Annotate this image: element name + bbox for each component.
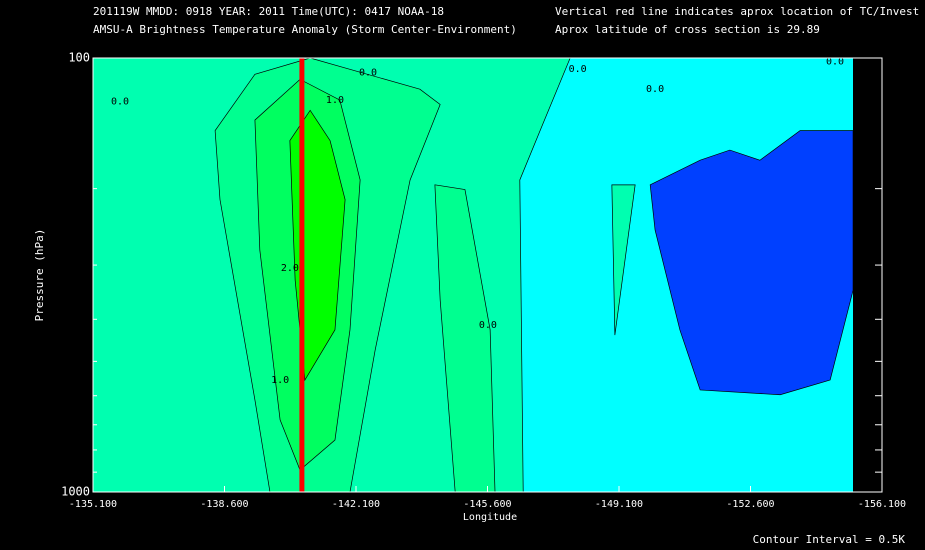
x-tick-label: -138.600 (200, 499, 248, 510)
x-tick-label: -149.100 (595, 499, 643, 510)
note-line: Vertical red line indicates aprox locati… (555, 5, 919, 18)
note-line: Aprox latitude of cross section is 29.89 (555, 23, 820, 36)
contour-label: 0.0 (569, 64, 587, 75)
x-tick-label: -142.100 (332, 499, 380, 510)
contour-label: 0.0 (826, 57, 844, 68)
y-tick-label: 1000 (61, 485, 90, 499)
contour-region (649, 130, 854, 396)
x-tick-label: -152.600 (726, 499, 774, 510)
footer: Contour Interval = 0.5K (753, 533, 906, 546)
contour-label: 0.0 (111, 97, 129, 108)
contour-label: 0.0 (646, 84, 664, 95)
x-tick-label: -145.600 (463, 499, 511, 510)
contour-label: 1.0 (326, 95, 344, 106)
contour-label: 0.0 (359, 68, 377, 79)
x-tick-label: -135.100 (69, 499, 117, 510)
y-axis-label: Pressure (hPa) (33, 229, 46, 322)
y-tick-label: 100 (68, 51, 90, 65)
header-line: 201119W MMDD: 0918 YEAR: 2011 Time(UTC):… (93, 5, 444, 18)
contour-label: 1.0 (271, 375, 289, 386)
x-axis-label: Longitude (463, 512, 517, 523)
contour-label: 0.0 (479, 320, 497, 331)
header-line: AMSU-A Brightness Temperature Anomaly (S… (93, 23, 517, 36)
contour-region (611, 184, 636, 336)
contour-label: 2.0 (281, 263, 299, 274)
x-tick-label: -156.100 (858, 499, 906, 510)
